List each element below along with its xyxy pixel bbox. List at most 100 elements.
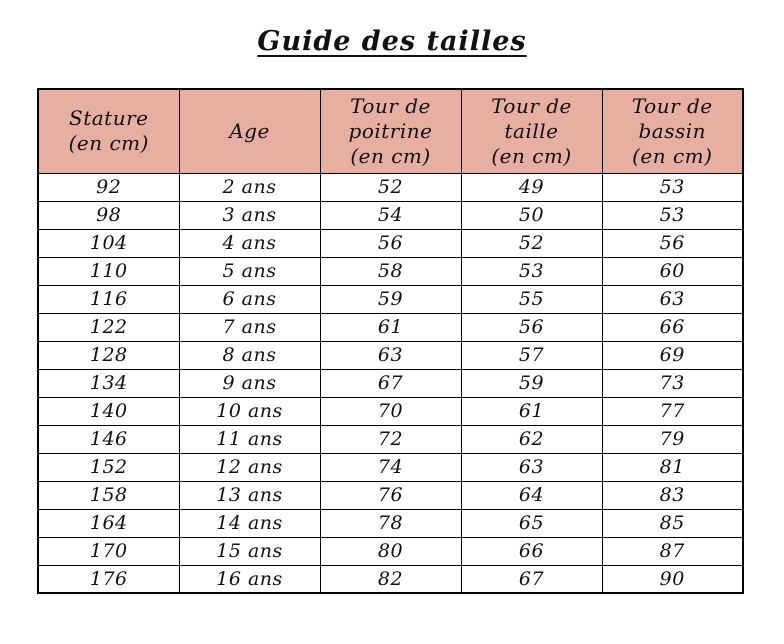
table-cell: 65 xyxy=(460,508,603,538)
table-cell: 59 xyxy=(460,368,603,398)
table-cell: 62 xyxy=(460,424,603,454)
column-header-age: Age xyxy=(178,88,321,174)
table-cell: 66 xyxy=(601,312,744,342)
table-row: 164 14 ans 78 65 85 xyxy=(37,508,744,538)
size-guide-table: Stature (en cm) Age Tour de poitrine (en… xyxy=(37,88,744,594)
table-cell: 158 xyxy=(37,480,180,510)
table-cell: 53 xyxy=(601,172,744,202)
table-cell: 110 xyxy=(37,256,180,286)
table-row: 98 3 ans 54 50 53 xyxy=(37,200,744,230)
table-cell: 15 ans xyxy=(178,536,321,566)
table-cell: 6 ans xyxy=(178,284,321,314)
table-row: 158 13 ans 76 64 83 xyxy=(37,480,744,510)
table-cell: 140 xyxy=(37,396,180,426)
table-cell: 87 xyxy=(601,536,744,566)
table-cell: 67 xyxy=(460,564,603,594)
table-cell: 85 xyxy=(601,508,744,538)
table-cell: 104 xyxy=(37,228,180,258)
column-header-stature: Stature (en cm) xyxy=(37,88,180,174)
table-body: 92 2 ans 52 49 53 98 3 ans 54 50 53 104 4 ans 56 52 56… xyxy=(37,172,744,594)
table-cell: 152 xyxy=(37,452,180,482)
table-row: 128 8 ans 63 57 69 xyxy=(37,340,744,370)
table-cell: 4 ans xyxy=(178,228,321,258)
column-header-bassin: Tour de bassin (en cm) xyxy=(601,88,744,174)
table-cell: 61 xyxy=(319,312,462,342)
table-cell: 55 xyxy=(460,284,603,314)
table-cell: 66 xyxy=(460,536,603,566)
table-cell: 7 ans xyxy=(178,312,321,342)
table-cell: 98 xyxy=(37,200,180,230)
table-cell: 122 xyxy=(37,312,180,342)
table-cell: 52 xyxy=(460,228,603,258)
table-cell: 79 xyxy=(601,424,744,454)
table-cell: 82 xyxy=(319,564,462,594)
table-cell: 128 xyxy=(37,340,180,370)
table-row: 134 9 ans 67 59 73 xyxy=(37,368,744,398)
table-cell: 60 xyxy=(601,256,744,286)
table-cell: 8 ans xyxy=(178,340,321,370)
table-cell: 54 xyxy=(319,200,462,230)
table-cell: 90 xyxy=(601,564,744,594)
table-cell: 56 xyxy=(460,312,603,342)
table-cell: 49 xyxy=(460,172,603,202)
table-row: 116 6 ans 59 55 63 xyxy=(37,284,744,314)
table-cell: 10 ans xyxy=(178,396,321,426)
table-cell: 63 xyxy=(601,284,744,314)
table-cell: 76 xyxy=(319,480,462,510)
table-cell: 170 xyxy=(37,536,180,566)
table-cell: 81 xyxy=(601,452,744,482)
table-cell: 9 ans xyxy=(178,368,321,398)
table-cell: 80 xyxy=(319,536,462,566)
table-header: Stature (en cm) Age Tour de poitrine (en… xyxy=(37,88,744,174)
table-cell: 70 xyxy=(319,396,462,426)
table-cell: 50 xyxy=(460,200,603,230)
table-cell: 92 xyxy=(37,172,180,202)
table-cell: 12 ans xyxy=(178,452,321,482)
table-cell: 58 xyxy=(319,256,462,286)
page-title: Guide des tailles xyxy=(257,26,527,57)
table-row: 140 10 ans 70 61 77 xyxy=(37,396,744,426)
table-cell: 13 ans xyxy=(178,480,321,510)
table-row: 170 15 ans 80 66 87 xyxy=(37,536,744,566)
table-cell: 59 xyxy=(319,284,462,314)
table-cell: 53 xyxy=(601,200,744,230)
table-cell: 74 xyxy=(319,452,462,482)
table-row: 176 16 ans 82 67 90 xyxy=(37,564,744,594)
table-cell: 3 ans xyxy=(178,200,321,230)
table-cell: 146 xyxy=(37,424,180,454)
table-cell: 176 xyxy=(37,564,180,594)
table-cell: 5 ans xyxy=(178,256,321,286)
table-cell: 57 xyxy=(460,340,603,370)
table-cell: 16 ans xyxy=(178,564,321,594)
table-cell: 164 xyxy=(37,508,180,538)
table-cell: 64 xyxy=(460,480,603,510)
table-cell: 77 xyxy=(601,396,744,426)
table-cell: 72 xyxy=(319,424,462,454)
table-cell: 11 ans xyxy=(178,424,321,454)
table-cell: 61 xyxy=(460,396,603,426)
table-header-row: Stature (en cm) Age Tour de poitrine (en… xyxy=(37,88,744,174)
table-cell: 83 xyxy=(601,480,744,510)
table-row: 92 2 ans 52 49 53 xyxy=(37,172,744,202)
table-row: 122 7 ans 61 56 66 xyxy=(37,312,744,342)
table-cell: 52 xyxy=(319,172,462,202)
table-row: 146 11 ans 72 62 79 xyxy=(37,424,744,454)
table-cell: 63 xyxy=(460,452,603,482)
table-cell: 67 xyxy=(319,368,462,398)
table-cell: 116 xyxy=(37,284,180,314)
table-cell: 56 xyxy=(319,228,462,258)
table-cell: 56 xyxy=(601,228,744,258)
table-cell: 73 xyxy=(601,368,744,398)
column-header-poitrine: Tour de poitrine (en cm) xyxy=(319,88,462,174)
column-header-taille: Tour de taille (en cm) xyxy=(460,88,603,174)
table-cell: 69 xyxy=(601,340,744,370)
table-cell: 2 ans xyxy=(178,172,321,202)
table-row: 110 5 ans 58 53 60 xyxy=(37,256,744,286)
table-cell: 63 xyxy=(319,340,462,370)
table-row: 104 4 ans 56 52 56 xyxy=(37,228,744,258)
table-cell: 78 xyxy=(319,508,462,538)
table-cell: 53 xyxy=(460,256,603,286)
table-row: 152 12 ans 74 63 81 xyxy=(37,452,744,482)
table-cell: 134 xyxy=(37,368,180,398)
